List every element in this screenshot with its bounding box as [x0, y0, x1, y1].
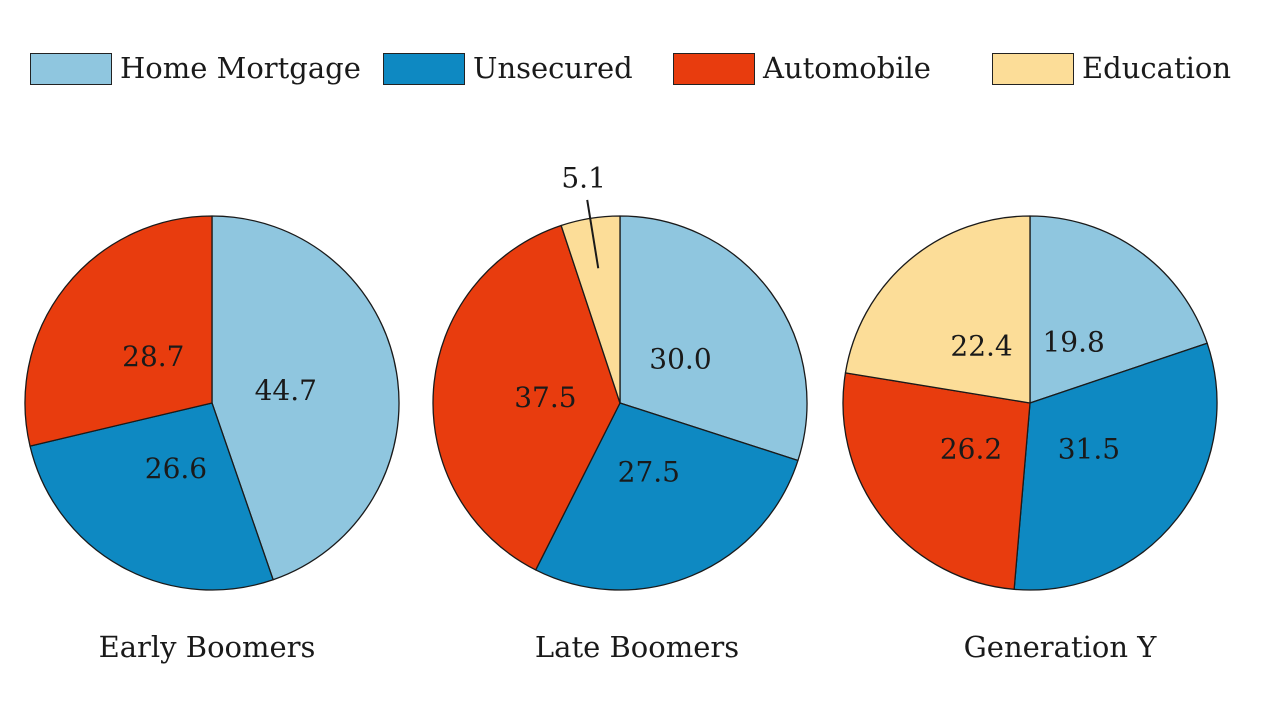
pie-slice-unsecured — [1013, 342, 1218, 591]
pie-title-early-boomers: Early Boomers — [98, 630, 316, 664]
legend-label-home-mortgage: Home Mortgage — [120, 51, 361, 85]
legend-label-automobile: Automobile — [763, 51, 931, 85]
slice-label: 28.7 — [122, 340, 184, 373]
slice-label: 26.2 — [940, 432, 1002, 465]
slice-label: 31.5 — [1058, 433, 1120, 466]
legend-swatch-education — [992, 52, 1074, 85]
pie-chart-late-boomers: 30.0 27.5 37.5 5.1 — [432, 161, 808, 591]
pie-slice-automobile — [432, 224, 621, 571]
legend-item-home-mortgage: Home Mortgage — [30, 52, 361, 85]
pie-title-generation-y: Generation Y — [963, 630, 1157, 664]
slice-label: 27.5 — [618, 456, 680, 489]
pie-chart-generation-y: 19.8 31.5 26.2 22.4 — [842, 215, 1218, 591]
slice-label: 37.5 — [514, 381, 576, 414]
pie-title-late-boomers: Late Boomers — [534, 630, 740, 664]
pie-slice-unsecured — [535, 402, 799, 591]
legend-swatch-automobile — [673, 52, 755, 85]
pie-chart-early-boomers: 44.7 26.6 28.7 — [24, 215, 400, 591]
slice-label: 19.8 — [1042, 326, 1104, 359]
legend-label-unsecured: Unsecured — [473, 51, 633, 85]
slice-label: 26.6 — [145, 452, 207, 485]
pie-slice-home-mortgage — [619, 215, 808, 462]
legend-swatch-home-mortgage — [30, 52, 112, 85]
pie-slice-automobile — [842, 372, 1031, 590]
slice-label: 44.7 — [255, 374, 317, 407]
slice-label: 30.0 — [649, 342, 711, 375]
legend-item-unsecured: Unsecured — [383, 52, 633, 85]
pie-slice-home-mortgage — [1029, 215, 1208, 404]
legend-swatch-unsecured — [383, 52, 465, 85]
slice-label: 22.4 — [950, 330, 1012, 363]
pie-slice-unsecured — [29, 402, 274, 591]
pie-slice-education — [844, 215, 1031, 404]
pie-slice-home-mortgage — [211, 215, 400, 581]
legend-label-education: Education — [1082, 51, 1232, 85]
legend-item-education: Education — [992, 52, 1231, 85]
slice-callout-label: 5.1 — [561, 161, 606, 194]
legend-item-automobile: Automobile — [673, 52, 931, 85]
callout-leader-line — [586, 199, 600, 269]
pie-slice-automobile — [24, 215, 213, 447]
